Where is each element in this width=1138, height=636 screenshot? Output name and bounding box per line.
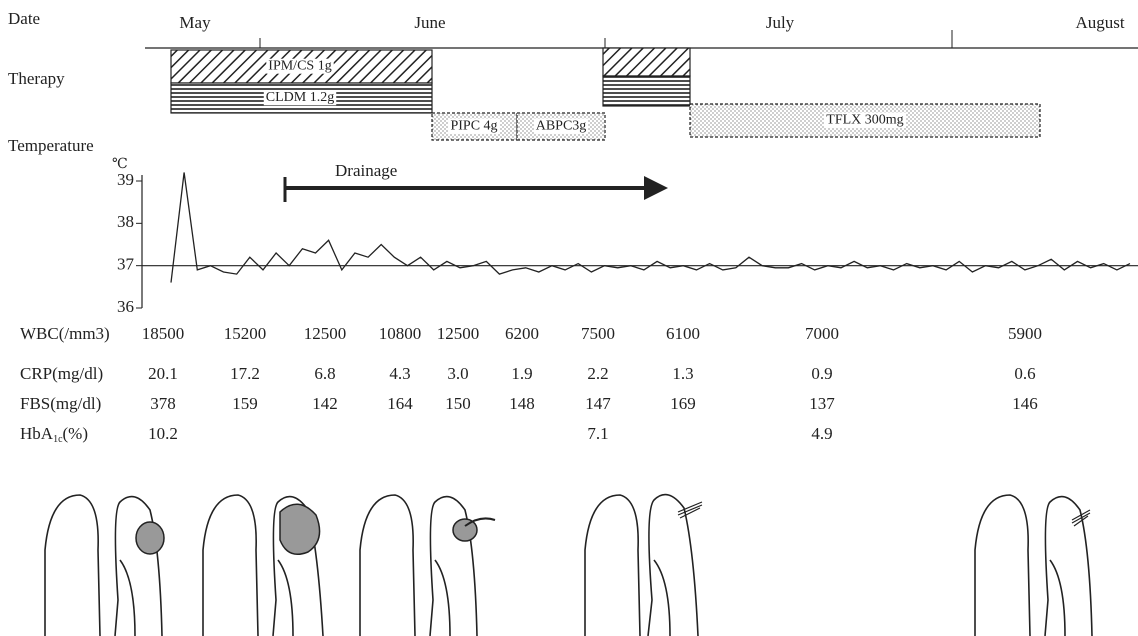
lab-value: 159 [232,394,258,413]
row-label-part: (%) [63,424,88,443]
row-label-part: HbA [20,424,54,443]
lab-value: 12500 [437,324,480,343]
lab-value: 142 [312,394,338,413]
lab-value: 146 [1012,394,1038,413]
lab-value: 2.2 [587,364,608,383]
row-label: CRP(mg/dl) [20,364,103,383]
lab-value: 17.2 [230,364,260,383]
row-label: FBS(mg/dl) [20,394,101,413]
month-label: June [414,13,445,32]
lab-value: 378 [150,394,176,413]
lab-value: 12500 [304,324,347,343]
lab-value: 169 [670,394,696,413]
y-tick-label: 37 [117,255,135,274]
lab-value: 1.3 [672,364,693,383]
lab-value: 4.3 [389,364,410,383]
figure: Date Therapy Temperature ℃ Drainage [0,0,1138,636]
lab-value: 15200 [224,324,267,343]
lab-value: 7500 [581,324,615,343]
lab-value: 164 [387,394,413,413]
lab-value: 6.8 [314,364,335,383]
therapy-bar [603,48,690,76]
row-label: WBC(/mm3) [20,324,110,343]
lab-value: 20.1 [148,364,178,383]
lab-value: 5900 [1008,324,1042,343]
date-label: Date [8,9,40,28]
lab-value: 150 [445,394,471,413]
therapy-bar [603,76,690,106]
month-label: July [766,13,795,32]
y-tick-label: 38 [117,212,134,231]
drainage-label: Drainage [335,161,397,180]
lab-value: 0.6 [1014,364,1035,383]
row-label: HbA1c(%) [20,424,88,445]
lung-drawings [45,495,1092,636]
lab-value: 18500 [142,324,185,343]
month-label: August [1075,13,1124,32]
y-tick-label: 39 [117,170,134,189]
y-tick-label: 36 [117,297,134,316]
lab-value: 1.9 [511,364,532,383]
lab-value: 10.2 [148,424,178,443]
therapy-name: ABPC3g [536,119,587,134]
lab-value: 147 [585,394,611,413]
lab-value: 10800 [379,324,422,343]
therapy-name: IPM/CS 1g [268,59,331,74]
page: { "timeline": {"label": "Date", "months"… [0,0,1138,636]
lab-value: 7000 [805,324,839,343]
therapy-name: CLDM 1.2g [266,90,334,105]
therapy-name: TFLX 300mg [826,113,903,128]
lab-value: 4.9 [811,424,832,443]
month-label: May [179,13,211,32]
lab-value: 3.0 [447,364,468,383]
therapy-label: Therapy [8,69,65,88]
lab-value: 148 [509,394,535,413]
lab-value: 137 [809,394,835,413]
lab-value: 6200 [505,324,539,343]
therapy-name: PIPC 4g [450,119,497,134]
lab-value: 7.1 [587,424,608,443]
lab-value: 6100 [666,324,700,343]
temperature-label: Temperature [8,136,94,155]
lab-value: 0.9 [811,364,832,383]
